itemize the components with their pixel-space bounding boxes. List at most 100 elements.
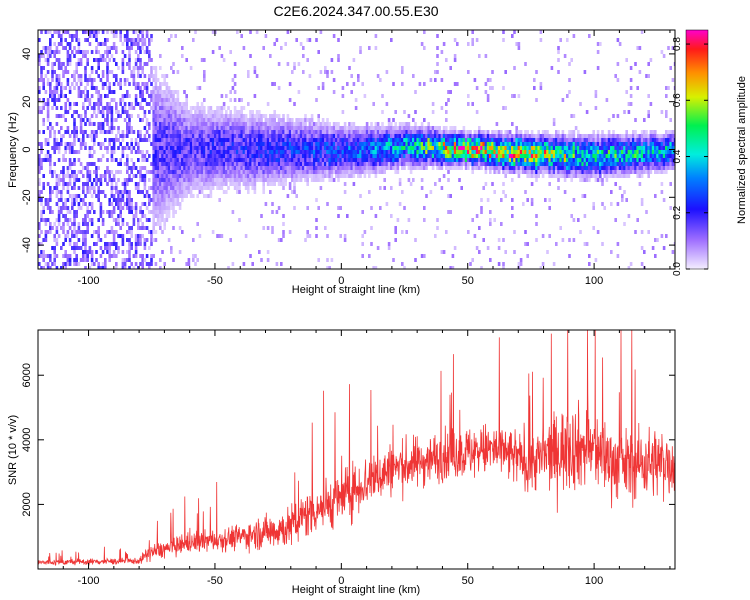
spectrogram-cell [548, 154, 551, 158]
spectrogram-cell [152, 110, 155, 114]
spectrogram-cell [299, 118, 303, 122]
spectrogram-cell [174, 154, 177, 158]
spectrogram-cell [306, 142, 309, 146]
spectrogram-cell [141, 190, 144, 194]
spectrogram-cell [176, 138, 180, 142]
spectrogram-cell [95, 182, 98, 186]
spectrogram-cell [134, 62, 138, 66]
spectrogram-cell [161, 198, 164, 202]
spectrogram-cell [352, 154, 356, 158]
spectrogram-cell [361, 254, 364, 258]
spectrogram-cell [533, 162, 536, 166]
spectrogram-cell [152, 86, 155, 90]
spectrogram-cell [295, 162, 298, 166]
spectrogram-cell [75, 234, 78, 238]
spectrogram-cell [154, 114, 158, 118]
spectrogram-cell [66, 182, 70, 186]
spectrogram-cell [550, 162, 554, 166]
spectrogram-cell [282, 118, 285, 122]
spectrogram-cell [550, 66, 554, 70]
spectrogram-cell [110, 182, 114, 186]
spectrogram-cell [156, 102, 160, 106]
spectrogram-cell [535, 70, 538, 74]
spectrogram-cell [86, 258, 89, 262]
spectrogram-cell [273, 126, 276, 130]
spectrogram-cell [44, 262, 48, 266]
spectrogram-cell [225, 122, 228, 126]
spectrogram-cell [321, 166, 325, 170]
spectrogram-cell [161, 98, 164, 102]
spectrogram-cell [46, 182, 50, 186]
spectrogram-cell [493, 138, 496, 142]
spectrogram-cell [93, 58, 96, 62]
spectrogram-cell [104, 262, 107, 266]
spectrogram-cell [464, 142, 468, 146]
spectrogram-cell [126, 202, 129, 206]
spectrogram-cell [350, 90, 353, 94]
spectrogram-cell [93, 142, 96, 146]
spectrogram-cell [42, 98, 45, 102]
spectrogram-cell [440, 78, 444, 82]
spectrogram-cell [205, 158, 208, 162]
spectrogram-cell [143, 86, 147, 90]
spectrogram-cell [152, 174, 155, 178]
spectrogram-cell [62, 206, 65, 210]
spectrogram-cell [159, 190, 162, 194]
spectrogram-cell [227, 154, 230, 158]
spectrogram-cell [66, 174, 70, 178]
spectrogram-cell [258, 138, 261, 142]
spectrogram-cell [108, 86, 111, 90]
spectrogram-cell [108, 58, 111, 62]
spectrogram-cell [115, 118, 118, 122]
spectrogram-cell [170, 146, 173, 150]
spectrogram-cell [539, 82, 543, 86]
spectrogram-cell [548, 162, 551, 166]
spectrogram-cell [528, 142, 532, 146]
spectrogram-cell [288, 118, 292, 122]
spectrogram-cell [385, 142, 389, 146]
spectrogram-cell [581, 162, 584, 166]
spectrogram-cell [132, 82, 136, 86]
spectrogram-cell [308, 38, 312, 42]
spectrogram-cell [583, 162, 587, 166]
spectrogram-cell [123, 34, 127, 38]
spectrogram-cell [284, 158, 287, 162]
spectrogram-cell [148, 94, 151, 98]
spectrogram-cell [165, 162, 169, 166]
spectrogram-cell [414, 162, 417, 166]
spectrogram-cell [394, 126, 397, 130]
spectrogram-cell [57, 62, 61, 66]
spectrogram-cell [583, 134, 587, 138]
spectrogram-cell [363, 146, 367, 150]
spectrogram-cell [519, 138, 523, 142]
spectrogram-cell [293, 142, 296, 146]
spectrogram-cell [368, 134, 371, 138]
spectrogram-cell [77, 186, 81, 190]
spectrogram-cell [324, 170, 327, 174]
spectrogram-cell [266, 158, 270, 162]
spectrogram-cell [196, 110, 199, 114]
spectrogram-cell [467, 134, 470, 138]
spectrogram-cell [172, 106, 175, 110]
spectrogram-cell [66, 130, 70, 134]
spectrogram-cell [97, 226, 100, 230]
spectrogram-cell [497, 158, 501, 162]
spectrogram-cell [275, 126, 279, 130]
spectrogram-cell [227, 266, 230, 269]
spectrogram-cell [139, 30, 142, 34]
spectrogram-cell [412, 178, 415, 182]
spectrogram-cell [453, 162, 457, 166]
spectrogram-cell [581, 138, 584, 142]
spectrogram-cell [398, 130, 402, 134]
spectrogram-cell [57, 82, 61, 86]
spectrogram-cell [374, 138, 378, 142]
spectrogram-cell [121, 70, 125, 74]
spectrogram-cell [154, 158, 158, 162]
spectrogram-cell [148, 262, 151, 266]
spectrogram-cell [445, 142, 448, 146]
spectrogram-cell [121, 150, 125, 154]
spectrogram-cell [205, 118, 208, 122]
spectrogram-cell [145, 206, 149, 210]
spectrogram-cell [302, 126, 305, 130]
spectrogram-cell [121, 58, 125, 62]
